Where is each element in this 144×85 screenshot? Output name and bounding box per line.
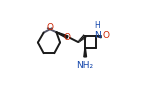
Text: NH₂: NH₂: [76, 61, 93, 70]
Text: O: O: [46, 23, 53, 32]
Text: O: O: [64, 33, 71, 42]
Polygon shape: [84, 48, 86, 57]
Text: O: O: [102, 31, 109, 40]
Polygon shape: [56, 32, 68, 38]
Text: H: H: [95, 21, 100, 30]
Polygon shape: [56, 32, 68, 37]
Text: N: N: [94, 31, 101, 40]
